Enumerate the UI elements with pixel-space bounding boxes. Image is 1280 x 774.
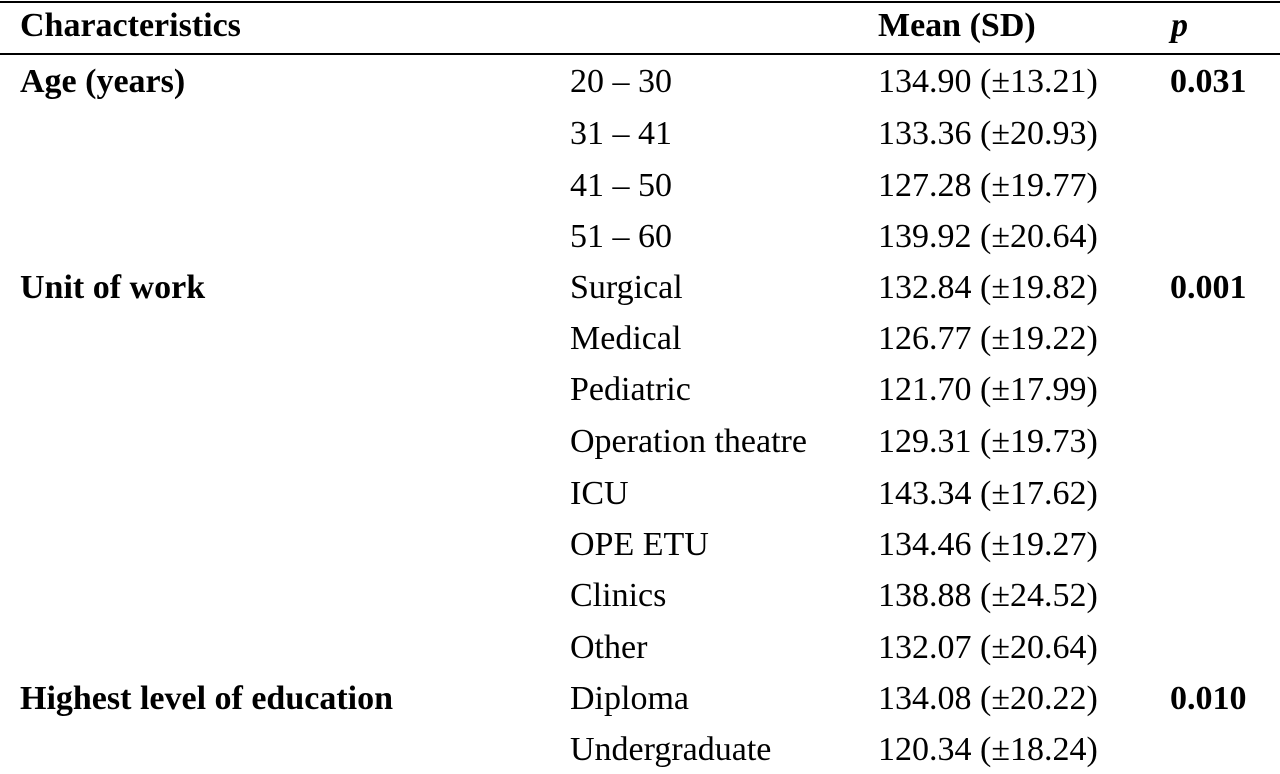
- row-mean: 143.34 (±17.62): [878, 475, 1098, 512]
- row-sub: 51 – 60: [570, 218, 672, 255]
- row-sub: Other: [570, 629, 648, 666]
- header-mean-sd: Mean (SD): [878, 7, 1036, 44]
- group-p-education: 0.010: [1170, 680, 1247, 717]
- row-sub: 20 – 30: [570, 63, 672, 100]
- group-label-age: Age (years): [20, 63, 186, 100]
- table-header-rule: [0, 53, 1280, 55]
- row-sub: Undergraduate: [570, 731, 772, 768]
- row-sub: ICU: [570, 475, 629, 512]
- group-p-age: 0.031: [1170, 63, 1247, 100]
- group-p-unit-of-work: 0.001: [1170, 269, 1247, 306]
- row-mean: 134.90 (±13.21): [878, 63, 1098, 100]
- row-mean: 126.77 (±19.22): [878, 320, 1098, 357]
- table-top-rule: [0, 1, 1280, 3]
- group-label-unit-of-work: Unit of work: [20, 269, 206, 306]
- row-mean: 134.46 (±19.27): [878, 526, 1098, 563]
- row-mean: 134.08 (±20.22): [878, 680, 1098, 717]
- row-mean: 132.07 (±20.64): [878, 629, 1098, 666]
- row-mean: 121.70 (±17.99): [878, 371, 1098, 408]
- group-label-education: Highest level of education: [20, 680, 394, 717]
- row-mean: 132.84 (±19.82): [878, 269, 1098, 306]
- row-mean: 138.88 (±24.52): [878, 577, 1098, 614]
- row-mean: 127.28 (±19.77): [878, 167, 1098, 204]
- row-sub: OPE ETU: [570, 526, 709, 563]
- row-sub: 41 – 50: [570, 167, 672, 204]
- row-sub: Surgical: [570, 269, 683, 306]
- row-mean: 133.36 (±20.93): [878, 115, 1098, 152]
- row-sub: 31 – 41: [570, 115, 672, 152]
- row-sub: Medical: [570, 320, 682, 357]
- header-characteristics: Characteristics: [20, 7, 241, 44]
- row-sub: Pediatric: [570, 371, 691, 408]
- row-sub: Operation theatre: [570, 423, 807, 460]
- header-p: p: [1171, 7, 1188, 44]
- row-sub: Clinics: [570, 577, 667, 614]
- row-mean: 129.31 (±19.73): [878, 423, 1098, 460]
- row-mean: 139.92 (±20.64): [878, 218, 1098, 255]
- row-sub: Diploma: [570, 680, 689, 717]
- row-mean: 120.34 (±18.24): [878, 731, 1098, 768]
